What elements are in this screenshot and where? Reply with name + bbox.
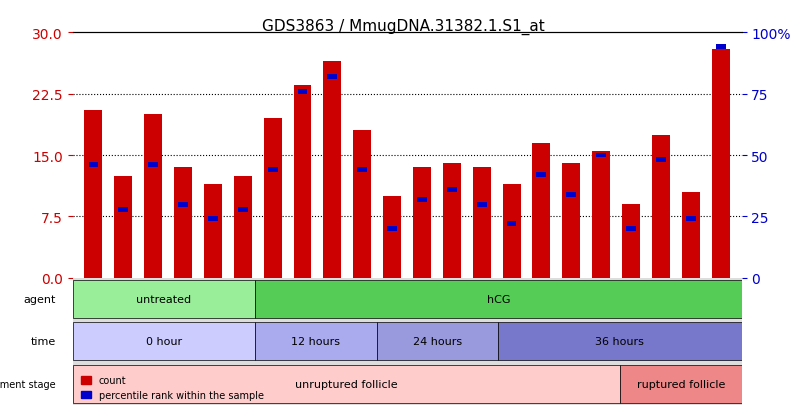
Bar: [383, 197, 401, 278]
Text: hCG: hCG: [487, 294, 510, 304]
Bar: [174, 168, 192, 278]
Bar: [567, 192, 576, 197]
Legend: count, percentile rank within the sample: count, percentile rank within the sample: [77, 371, 268, 404]
FancyBboxPatch shape: [73, 323, 255, 361]
Text: 24 hours: 24 hours: [413, 337, 462, 347]
FancyBboxPatch shape: [73, 280, 255, 318]
Text: 0 hour: 0 hour: [146, 337, 182, 347]
Bar: [234, 176, 251, 278]
Bar: [413, 168, 431, 278]
Text: agent: agent: [23, 294, 56, 304]
Bar: [327, 75, 337, 80]
Bar: [592, 152, 610, 278]
Bar: [323, 62, 341, 278]
Bar: [417, 197, 427, 202]
Bar: [477, 202, 487, 207]
Text: time: time: [31, 337, 56, 347]
Bar: [85, 111, 102, 278]
Bar: [268, 168, 277, 173]
Bar: [208, 217, 218, 222]
Bar: [473, 168, 491, 278]
Text: unruptured follicle: unruptured follicle: [295, 379, 397, 389]
Bar: [114, 176, 132, 278]
Text: 12 hours: 12 hours: [291, 337, 340, 347]
Bar: [537, 173, 546, 178]
Bar: [264, 119, 281, 278]
FancyBboxPatch shape: [376, 323, 498, 361]
Bar: [148, 163, 158, 168]
Bar: [652, 135, 670, 278]
Bar: [293, 86, 311, 278]
Bar: [503, 184, 521, 278]
Bar: [686, 217, 696, 222]
Text: GDS3863 / MmugDNA.31382.1.S1_at: GDS3863 / MmugDNA.31382.1.S1_at: [262, 19, 544, 35]
Bar: [238, 207, 247, 212]
Bar: [387, 227, 397, 232]
FancyBboxPatch shape: [255, 280, 742, 318]
FancyBboxPatch shape: [620, 365, 742, 403]
Bar: [626, 227, 636, 232]
Text: development stage: development stage: [0, 379, 56, 389]
Bar: [656, 158, 666, 163]
Bar: [204, 184, 222, 278]
Bar: [447, 188, 457, 192]
Bar: [622, 205, 640, 278]
FancyBboxPatch shape: [498, 323, 742, 361]
Text: untreated: untreated: [136, 294, 191, 304]
Bar: [297, 90, 307, 94]
FancyBboxPatch shape: [255, 323, 376, 361]
Bar: [533, 143, 550, 278]
Text: ruptured follicle: ruptured follicle: [637, 379, 725, 389]
Bar: [357, 168, 368, 173]
Bar: [507, 222, 517, 227]
Bar: [716, 45, 725, 50]
Bar: [118, 207, 128, 212]
Bar: [563, 164, 580, 278]
Bar: [89, 163, 98, 168]
FancyBboxPatch shape: [73, 365, 620, 403]
Bar: [178, 202, 188, 207]
Bar: [442, 164, 461, 278]
Text: 36 hours: 36 hours: [596, 337, 644, 347]
Bar: [712, 50, 729, 278]
Bar: [144, 115, 162, 278]
Bar: [353, 131, 372, 278]
Bar: [682, 192, 700, 278]
Bar: [596, 153, 606, 158]
